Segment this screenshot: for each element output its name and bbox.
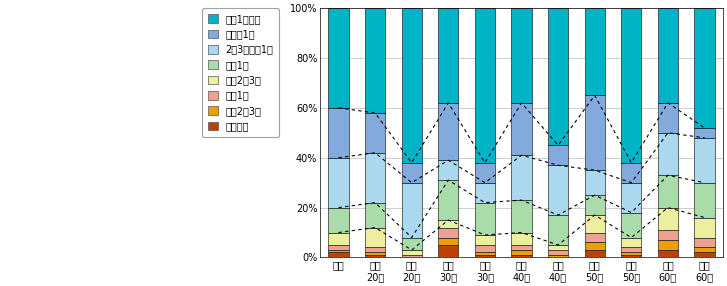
- Bar: [548, 250, 569, 255]
- Bar: [401, 250, 422, 255]
- Bar: [329, 8, 348, 108]
- Bar: [622, 163, 641, 183]
- Legend: 年に1回以下, 半年に1回, 2～3カ月に1回, 月に1回, 月に2～3回, 週に1回, 週に2～3回, ほぼ毎日: 年に1回以下, 半年に1回, 2～3カ月に1回, 月に1回, 月に2～3回, 週…: [202, 8, 279, 137]
- Bar: [475, 183, 495, 202]
- Bar: [658, 240, 678, 250]
- Bar: [401, 163, 422, 183]
- Bar: [329, 158, 348, 208]
- Bar: [365, 8, 385, 113]
- Bar: [329, 253, 348, 257]
- Bar: [438, 180, 458, 220]
- Bar: [511, 250, 531, 255]
- Bar: [585, 250, 605, 257]
- Bar: [694, 218, 715, 237]
- Bar: [548, 255, 569, 257]
- Bar: [694, 183, 715, 218]
- Bar: [438, 220, 458, 228]
- Bar: [585, 96, 605, 170]
- Bar: [694, 128, 715, 138]
- Bar: [438, 228, 458, 237]
- Bar: [585, 170, 605, 195]
- Bar: [475, 253, 495, 255]
- Bar: [329, 250, 348, 253]
- Bar: [548, 8, 569, 145]
- Bar: [658, 103, 678, 133]
- Bar: [329, 108, 348, 158]
- Bar: [585, 195, 605, 215]
- Bar: [585, 8, 605, 96]
- Bar: [548, 145, 569, 165]
- Bar: [585, 243, 605, 250]
- Bar: [585, 233, 605, 243]
- Bar: [475, 202, 495, 235]
- Bar: [622, 255, 641, 257]
- Bar: [548, 245, 569, 250]
- Bar: [401, 237, 422, 250]
- Bar: [365, 228, 385, 247]
- Bar: [475, 8, 495, 163]
- Bar: [511, 255, 531, 257]
- Bar: [585, 215, 605, 233]
- Bar: [329, 245, 348, 250]
- Bar: [658, 250, 678, 257]
- Bar: [438, 8, 458, 103]
- Bar: [475, 245, 495, 253]
- Bar: [658, 230, 678, 240]
- Bar: [365, 113, 385, 153]
- Bar: [438, 160, 458, 180]
- Bar: [365, 255, 385, 257]
- Bar: [694, 8, 715, 128]
- Bar: [694, 247, 715, 253]
- Bar: [365, 202, 385, 228]
- Bar: [365, 247, 385, 253]
- Bar: [475, 163, 495, 183]
- Bar: [438, 237, 458, 245]
- Bar: [475, 235, 495, 245]
- Bar: [622, 237, 641, 247]
- Bar: [511, 8, 531, 103]
- Bar: [329, 233, 348, 245]
- Bar: [511, 245, 531, 250]
- Bar: [475, 255, 495, 257]
- Bar: [511, 155, 531, 200]
- Bar: [658, 133, 678, 175]
- Bar: [511, 200, 531, 233]
- Bar: [365, 153, 385, 202]
- Bar: [548, 215, 569, 245]
- Bar: [365, 253, 385, 255]
- Bar: [658, 208, 678, 230]
- Bar: [622, 183, 641, 212]
- Bar: [329, 208, 348, 233]
- Bar: [401, 183, 422, 237]
- Bar: [438, 245, 458, 257]
- Bar: [511, 233, 531, 245]
- Bar: [401, 8, 422, 163]
- Bar: [694, 237, 715, 247]
- Bar: [694, 253, 715, 257]
- Bar: [401, 255, 422, 257]
- Bar: [622, 253, 641, 255]
- Bar: [622, 8, 641, 163]
- Bar: [548, 165, 569, 215]
- Bar: [622, 212, 641, 237]
- Bar: [511, 103, 531, 155]
- Bar: [438, 103, 458, 160]
- Bar: [622, 247, 641, 253]
- Bar: [694, 138, 715, 183]
- Bar: [658, 175, 678, 208]
- Bar: [658, 8, 678, 103]
